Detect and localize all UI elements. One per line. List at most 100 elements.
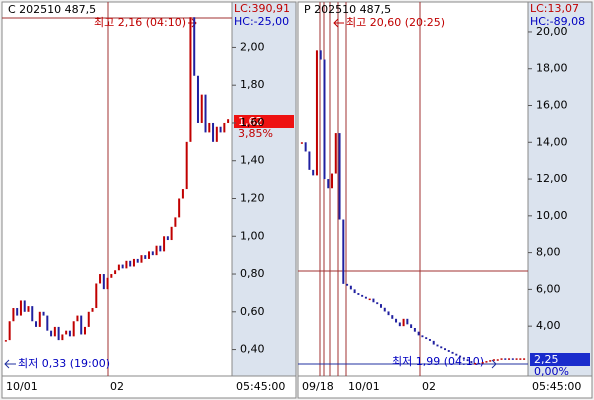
candle (8, 321, 11, 341)
candle (189, 17, 192, 142)
candle (76, 315, 79, 322)
candle (349, 285, 352, 290)
change: 3,85% (238, 127, 273, 140)
high-note: 최고 20,60 (20:25) (346, 16, 445, 29)
candle (402, 318, 405, 327)
candle (425, 337, 428, 340)
candle (50, 330, 53, 337)
candle (35, 321, 38, 327)
y-tick-label: 10,00 (536, 209, 568, 222)
candle (470, 361, 473, 363)
time-axis (1, 375, 297, 399)
y-tick-label: 0,60 (240, 305, 265, 318)
candle (140, 255, 143, 263)
candle (413, 328, 416, 332)
plot-area (1, 1, 233, 377)
candle (436, 344, 439, 347)
candle (136, 258, 139, 263)
candle (46, 315, 49, 331)
candle (368, 298, 371, 301)
y-tick-label: 1,20 (240, 191, 265, 204)
candle (83, 326, 86, 335)
candle (106, 277, 109, 290)
candle (357, 293, 360, 295)
arrow (486, 359, 497, 369)
candle (16, 308, 19, 316)
candle (223, 122, 226, 133)
lc-label: LC:390,91 (234, 2, 290, 15)
candle (432, 340, 435, 345)
candle (379, 304, 382, 308)
candle (110, 274, 113, 278)
arrow (4, 359, 16, 369)
candle (451, 351, 454, 354)
candle (87, 311, 90, 327)
candle (327, 179, 330, 189)
candle (65, 330, 68, 335)
y-tick-label: 16,00 (536, 99, 568, 112)
candle (181, 189, 184, 199)
candle (114, 270, 117, 275)
candle (219, 126, 222, 133)
candle (395, 318, 398, 323)
candle (132, 258, 135, 267)
candle (102, 274, 105, 290)
candle (504, 358, 507, 360)
candle (372, 298, 375, 303)
arrow (333, 18, 344, 28)
candle (227, 119, 230, 123)
y-tick-label: 1,60 (240, 116, 265, 129)
candle (215, 126, 218, 142)
hc-label: HC:-89,08 (530, 15, 585, 28)
candle (511, 358, 514, 360)
axis-area (527, 1, 593, 377)
candle (459, 355, 462, 358)
y-tick-label: 20,00 (536, 25, 568, 38)
candle (500, 358, 503, 360)
candle (519, 358, 522, 360)
candle (31, 306, 34, 322)
candle (331, 173, 334, 189)
candle (144, 255, 147, 259)
candle (440, 346, 443, 349)
y-tick-label: 14,00 (536, 135, 568, 148)
y-tick-label: 2,00 (240, 40, 265, 53)
time-axis (297, 375, 593, 399)
candle (121, 264, 124, 269)
candle (80, 315, 83, 335)
high-note: 최고 2,16 (04:10) (94, 16, 186, 29)
candle (481, 362, 484, 364)
lc-label: LC:13,07 (530, 2, 579, 15)
x-label: 10/01 (6, 380, 38, 393)
candle (148, 251, 151, 259)
candle (315, 50, 318, 176)
candle (391, 315, 394, 319)
candle (342, 219, 345, 284)
candle (417, 331, 420, 336)
candle (27, 306, 30, 312)
candle (477, 362, 480, 365)
y-tick-label: 1,80 (240, 78, 265, 91)
candle (462, 357, 465, 360)
candle (455, 353, 458, 356)
time-label: 05:45:00 (532, 380, 581, 393)
y-tick-label: 1,00 (240, 229, 265, 242)
candle (304, 142, 307, 152)
candle (196, 75, 199, 123)
y-tick-label: 6,00 (536, 282, 561, 295)
candle (61, 334, 64, 341)
candle (387, 311, 390, 316)
candle (166, 236, 169, 241)
candle (178, 198, 181, 218)
price-box (234, 115, 294, 128)
candle (19, 300, 22, 316)
candle (193, 17, 196, 76)
x-label: 02 (422, 380, 436, 393)
candle (346, 283, 349, 286)
y-tick-label: 18,00 (536, 62, 568, 75)
candle (117, 264, 120, 271)
candle (323, 59, 326, 180)
last-price: 1,62 (238, 115, 263, 128)
candle (523, 358, 526, 360)
